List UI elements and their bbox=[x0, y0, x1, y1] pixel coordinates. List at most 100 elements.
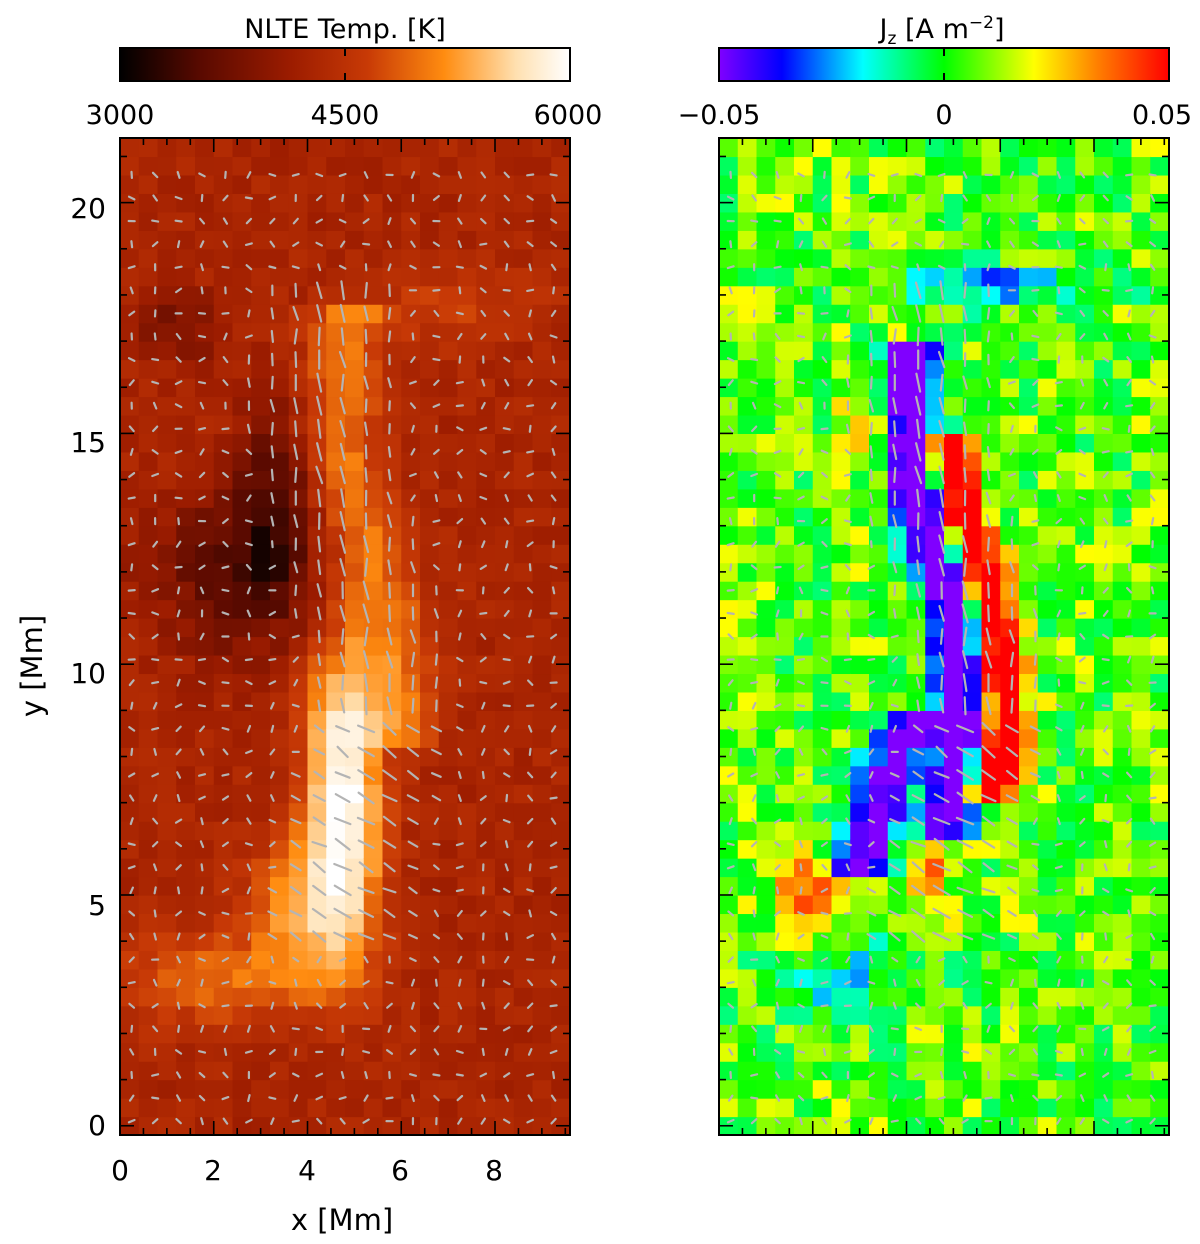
jz-cell bbox=[719, 1024, 739, 1044]
right-field-vector bbox=[1031, 933, 1040, 940]
right-field-vector bbox=[1055, 426, 1063, 432]
left-field-vector bbox=[175, 725, 182, 733]
left-field-vector bbox=[408, 909, 418, 917]
left-field-vector bbox=[480, 333, 487, 340]
jz-cell bbox=[737, 950, 758, 970]
right-field-vector bbox=[845, 609, 851, 618]
right-field-vector bbox=[869, 468, 873, 482]
temperature-cell bbox=[513, 599, 534, 619]
right-field-vector bbox=[1149, 702, 1157, 709]
jz-cell bbox=[1056, 507, 1076, 527]
temperature-cell bbox=[232, 138, 252, 158]
left-field-vector bbox=[505, 932, 509, 941]
right-field-vector bbox=[1080, 378, 1085, 387]
temperature-panel: NLTE Temp. [K] 3000 4500 6000 0 2 4 6 8 … bbox=[15, 14, 602, 1237]
jz-cell bbox=[944, 341, 964, 361]
jz-cell bbox=[1056, 987, 1076, 1007]
temperature-cell bbox=[213, 156, 234, 176]
jz-cell bbox=[1037, 968, 1058, 988]
temperature-cell bbox=[401, 1061, 421, 1081]
left-field-vector bbox=[176, 771, 182, 779]
temperature-cell bbox=[401, 248, 421, 268]
temperature-cell bbox=[157, 913, 177, 933]
temperature-cell bbox=[213, 1024, 234, 1044]
temperature-cell bbox=[157, 765, 177, 785]
jz-cell bbox=[831, 1098, 851, 1118]
right-field-vector bbox=[820, 265, 829, 269]
right-field-vector bbox=[1101, 680, 1110, 685]
temperature-cell bbox=[251, 765, 271, 785]
right-field-vector bbox=[1031, 888, 1040, 893]
temperature-cell bbox=[232, 267, 252, 287]
jz-cell bbox=[775, 414, 795, 434]
temperature-cell bbox=[513, 138, 534, 158]
left-field-vector bbox=[222, 518, 229, 525]
right-field-vector bbox=[869, 955, 874, 964]
jz-cell bbox=[869, 654, 889, 675]
jz-cell bbox=[850, 359, 870, 379]
temperature-cell bbox=[213, 1116, 234, 1136]
right-field-vector bbox=[799, 193, 803, 203]
jz-cell bbox=[794, 451, 814, 471]
left-field-vector bbox=[550, 725, 557, 733]
jz-cell bbox=[794, 839, 814, 859]
jz-cell bbox=[1000, 451, 1020, 471]
jz-cell bbox=[850, 1079, 870, 1099]
jz-cell bbox=[1131, 1042, 1151, 1062]
temperature-cell bbox=[495, 581, 515, 601]
left-field-vector bbox=[526, 586, 534, 594]
jz-cell bbox=[869, 488, 889, 508]
temperature-cell bbox=[438, 710, 459, 730]
right-field-vector bbox=[799, 286, 803, 295]
temperature-cell bbox=[213, 451, 234, 471]
right-field-vector bbox=[820, 588, 829, 593]
temperature-cell bbox=[120, 525, 140, 545]
right-field-vector bbox=[843, 242, 852, 246]
jz-cell bbox=[869, 525, 889, 545]
jz-cell bbox=[944, 673, 964, 693]
temperature-cell bbox=[157, 396, 177, 416]
temperature-cell bbox=[420, 562, 440, 582]
jz-cell bbox=[1056, 1005, 1076, 1025]
left-field-vector bbox=[176, 955, 181, 964]
jz-cell bbox=[719, 931, 739, 951]
right-field-vector bbox=[985, 696, 992, 716]
jz-cell bbox=[887, 341, 908, 361]
right-field-vector bbox=[845, 586, 851, 595]
temperature-cell bbox=[251, 710, 271, 730]
jz-cell bbox=[737, 1042, 758, 1062]
temperature-cell bbox=[270, 950, 290, 970]
right-field-vector bbox=[961, 1050, 970, 1054]
right-field-vector bbox=[1148, 865, 1157, 870]
right-field-vector bbox=[1078, 426, 1087, 431]
right-field-vector bbox=[773, 403, 782, 409]
jz-cell bbox=[1019, 821, 1039, 841]
temperature-cell bbox=[138, 470, 159, 490]
jz-cell bbox=[1131, 267, 1151, 287]
temperature-cell bbox=[401, 322, 421, 342]
right-field-vector bbox=[821, 817, 828, 825]
temperature-cell bbox=[495, 138, 515, 158]
jz-cell bbox=[906, 138, 926, 158]
right-field-vector bbox=[775, 886, 780, 895]
temperature-cell bbox=[457, 248, 477, 268]
left-field-vector bbox=[526, 1002, 534, 1010]
right-field-vector bbox=[820, 565, 829, 570]
temperature-cell bbox=[120, 931, 140, 951]
right-field-vector bbox=[938, 465, 945, 485]
right-field-vector bbox=[1102, 517, 1109, 525]
right-field-vector bbox=[773, 472, 782, 478]
right-field-vector bbox=[823, 170, 826, 179]
temperature-cell bbox=[157, 174, 177, 194]
temperature-cell bbox=[195, 341, 215, 361]
temperature-cell bbox=[232, 747, 252, 767]
left-field-vector bbox=[221, 656, 230, 663]
left-field-vector bbox=[244, 242, 253, 246]
jz-cell bbox=[925, 691, 945, 711]
left-field-vector bbox=[316, 583, 322, 598]
jz-cell bbox=[1056, 322, 1076, 342]
temperature-cell bbox=[551, 507, 571, 527]
left-field-vector bbox=[432, 888, 441, 893]
left-field-vector bbox=[527, 1047, 533, 1056]
left-field-vector bbox=[199, 632, 205, 641]
